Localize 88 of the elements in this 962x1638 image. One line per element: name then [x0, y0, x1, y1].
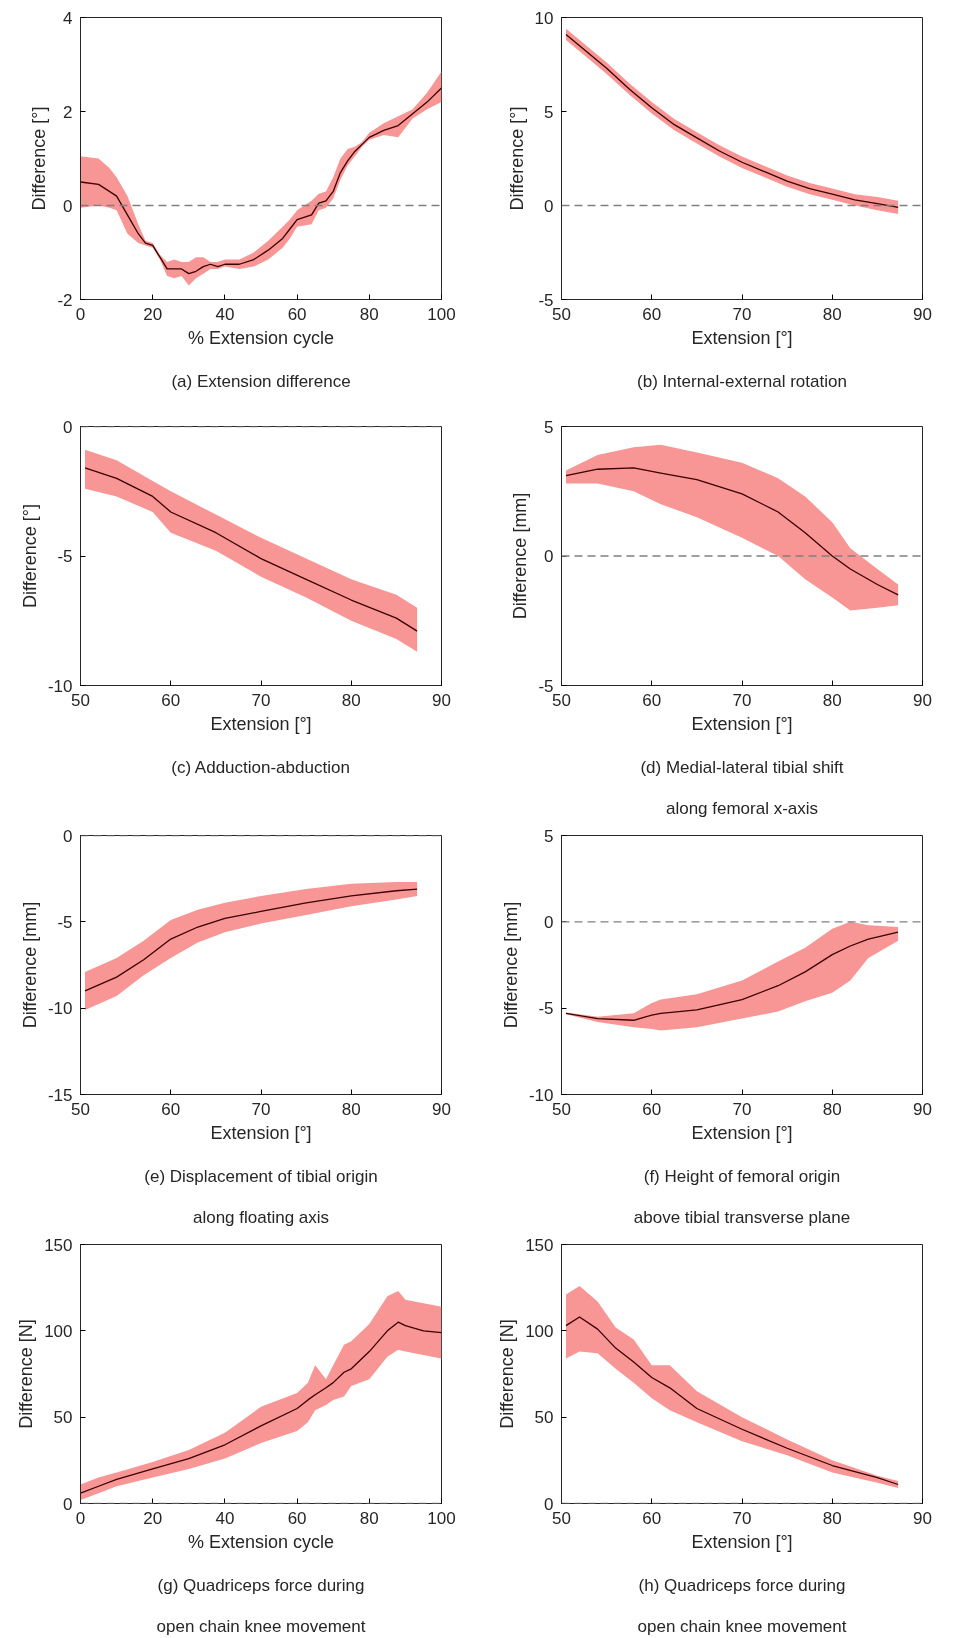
x-tick-label: 80	[822, 304, 842, 324]
x-tick-label: 60	[642, 690, 662, 710]
y-tick-label: -10	[47, 676, 73, 696]
y-tick-label: -5	[538, 676, 554, 696]
x-tick-label: 70	[732, 690, 752, 710]
y-tick-label: 0	[63, 196, 73, 216]
y-axis-title: Difference [N]	[497, 1319, 518, 1429]
x-tick-label: 90	[913, 690, 932, 710]
x-tick-label: 60	[287, 1508, 307, 1528]
text: (c) Adduction-abduction	[171, 757, 350, 777]
x-tick-label: 80	[341, 690, 361, 710]
x-tick-label: 60	[161, 690, 181, 710]
x-tick-label: 60	[161, 1099, 181, 1119]
x-axis-title: Extension [°]	[691, 1531, 793, 1552]
x-tick-label: 90	[913, 1099, 932, 1119]
x-axis-title: Extension [°]	[691, 327, 793, 348]
x-tick-label: 80	[822, 1508, 842, 1528]
chart-title: (f) Height of femoral origin above tibial transverse plane	[633, 1166, 851, 1227]
y-tick-label: -10	[528, 1085, 554, 1105]
y-tick-label: -5	[538, 290, 554, 310]
text: (a) Extension difference	[171, 371, 351, 391]
y-tick-label: 0	[63, 1494, 73, 1514]
y-tick-label: -5	[538, 999, 554, 1019]
y-tick-label: 50	[53, 1408, 73, 1428]
y-axis-title: Difference [N]	[16, 1319, 37, 1429]
x-tick-label: 80	[341, 1099, 361, 1119]
chart-title: (d) Medial-lateral tibial shift along femoral x-axis	[640, 757, 844, 818]
y-axis-title: Difference [mm]	[500, 901, 521, 1029]
x-tick-label: 80	[822, 690, 842, 710]
y-tick-label: 0	[63, 826, 73, 846]
x-tick-label: 60	[642, 304, 662, 324]
x-tick-label: 90	[432, 1099, 451, 1119]
y-tick-label: -15	[47, 1085, 73, 1105]
x-tick-label: 90	[913, 1508, 932, 1528]
y-tick-label: -5	[57, 912, 73, 932]
chart-title: (h) Quadriceps force during open chain knee movement	[637, 1575, 847, 1636]
x-axis-title: Extension [°]	[691, 1122, 793, 1143]
y-tick-label: 10	[534, 8, 554, 28]
y-tick-label: -2	[57, 290, 73, 310]
x-tick-label: 90	[913, 304, 932, 324]
y-tick-label: 50	[534, 1408, 554, 1428]
chart-title: (e) Displacement of tibial origin along floating axis	[144, 1166, 378, 1227]
y-axis-title: Difference [°]	[19, 504, 40, 608]
y-tick-label: 0	[544, 1494, 554, 1514]
y-tick-label: 0	[544, 547, 554, 566]
x-axis-title: Extension [°]	[210, 713, 312, 734]
y-tick-label: 2	[63, 102, 73, 122]
x-tick-label: 60	[287, 304, 307, 324]
y-tick-label: 100	[44, 1321, 73, 1341]
x-axis-title: % Extension cycle	[187, 1531, 335, 1552]
x-tick-label: 70	[732, 304, 752, 324]
x-tick-label: 70	[732, 1508, 752, 1528]
x-tick-label: 60	[642, 1099, 662, 1119]
y-tick-label: -5	[57, 547, 73, 566]
x-tick-label: 100	[427, 1508, 456, 1528]
y-axis-title: Difference [°]	[506, 106, 527, 211]
x-tick-label: 20	[143, 1508, 163, 1528]
y-tick-label: 0	[544, 196, 554, 216]
x-tick-label: 90	[432, 690, 451, 710]
y-axis-title: Difference [mm]	[510, 492, 531, 620]
chart-title: (g) Quadriceps force during open chain knee movement	[156, 1575, 366, 1636]
x-tick-label: 40	[215, 304, 235, 324]
x-tick-label: 70	[251, 1099, 271, 1119]
y-tick-label: 4	[63, 8, 73, 28]
y-tick-label: 5	[544, 826, 554, 846]
y-tick-label: 0	[544, 912, 554, 932]
y-axis-title: Difference [°]	[29, 106, 50, 211]
y-tick-label: 0	[63, 417, 73, 437]
text: (b) Internal-external rotation	[637, 371, 847, 391]
y-tick-label: -10	[47, 999, 73, 1019]
x-tick-label: 80	[359, 304, 379, 324]
y-tick-label: 100	[525, 1321, 554, 1341]
y-tick-label: 5	[544, 102, 554, 122]
x-tick-label: 40	[215, 1508, 235, 1528]
y-tick-label: 150	[525, 1235, 554, 1255]
x-axis-title: % Extension cycle	[187, 327, 335, 348]
y-axis-title: Difference [mm]	[19, 901, 40, 1029]
x-tick-label: 80	[359, 1508, 379, 1528]
x-tick-label: 70	[251, 690, 271, 710]
x-tick-label: 100	[427, 304, 456, 324]
x-axis-title: Extension [°]	[210, 1122, 312, 1143]
x-tick-label: 80	[822, 1099, 842, 1119]
x-tick-label: 60	[642, 1508, 662, 1528]
x-tick-label: 20	[143, 304, 163, 324]
y-tick-label: 5	[544, 417, 554, 437]
y-tick-label: 150	[44, 1235, 73, 1255]
x-axis-title: Extension [°]	[691, 713, 793, 734]
x-tick-label: 70	[732, 1099, 752, 1119]
